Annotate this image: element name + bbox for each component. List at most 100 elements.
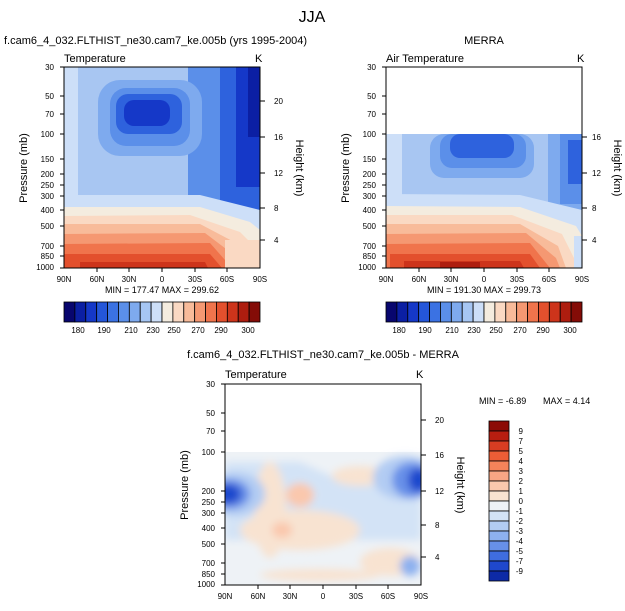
panel-model-x-axis: 90N 60N 30N 0 30S 60S 90S <box>57 275 267 284</box>
colorbar-swatch <box>494 301 507 323</box>
y-tick-label: 100 <box>363 130 377 139</box>
height-tick-label: 12 <box>592 169 601 178</box>
colorbar-label: 2 <box>519 477 524 486</box>
colorbar-swatch <box>172 301 185 323</box>
colorbar-swatch <box>488 430 510 442</box>
colorbar-swatch <box>488 520 510 532</box>
colorbar-label: 3 <box>519 467 524 476</box>
y-tick-label: 850 <box>41 252 55 261</box>
y-tick-label: 500 <box>41 222 55 231</box>
colorbar-swatch <box>488 450 510 462</box>
x-tick-label: 0 <box>482 275 487 284</box>
y-tick-label: 1000 <box>197 580 215 589</box>
x-tick-label: 60N <box>412 275 427 284</box>
x-tick-label: 90S <box>575 275 589 284</box>
y-tick-label: 70 <box>206 427 215 436</box>
colorbar-swatch <box>488 570 510 582</box>
colorbar-swatch <box>488 440 510 452</box>
panel-diff-max: MAX = 4.14 <box>543 396 590 406</box>
colorbar-swatch <box>538 301 550 323</box>
panel-model-variable: Temperature <box>64 53 126 65</box>
colorbar-swatch <box>440 301 452 323</box>
y-tick-label: 200 <box>363 170 377 179</box>
colorbar-label: 290 <box>214 326 228 335</box>
y-tick-label: 250 <box>41 181 55 190</box>
x-tick-label: 60N <box>251 592 266 601</box>
colorbar-swatch <box>570 301 583 323</box>
y-tick-label: 50 <box>206 409 215 418</box>
colorbar-swatch <box>237 301 250 323</box>
x-tick-label: 0 <box>160 275 165 284</box>
panel-model: f.cam6_4_032.FLTHIST_ne30.cam7_ke.005b (… <box>4 35 307 335</box>
y-tick-label: 700 <box>363 242 377 251</box>
panel-merra-units: K <box>577 53 585 65</box>
y-tick-label: 1000 <box>36 263 54 272</box>
colorbar-merra <box>385 301 583 323</box>
panel-model-right-axis: 20 16 12 8 4 <box>274 97 283 245</box>
colorbar-swatch <box>483 301 496 323</box>
y-tick-label: 70 <box>367 110 376 119</box>
colorbar-label: 0 <box>519 497 524 506</box>
colorbar-label: 180 <box>71 326 85 335</box>
y-tick-label: 400 <box>363 206 377 215</box>
height-tick-label: 16 <box>592 133 601 142</box>
colorbar-swatch <box>128 301 141 323</box>
panel-diff-left-axis: 30 50 70 100 200 250 300 400 500 700 850… <box>197 380 215 589</box>
panel-model-ylabel: Pressure (mb) <box>18 133 30 203</box>
colorbar-swatch <box>488 480 510 492</box>
colorbar-merra-labels: 180 190 210 230 250 270 290 300 <box>392 326 577 335</box>
height-tick-label: 12 <box>435 487 444 496</box>
panel-model-units: K <box>255 53 263 65</box>
panel-merra-ylabel-right: Height (km) <box>611 140 623 197</box>
panel-model-left-axis: 30 50 70 100 150 200 250 300 400 500 700… <box>36 63 54 272</box>
colorbar-swatch <box>488 560 510 572</box>
colorbar-swatch <box>150 301 163 323</box>
colorbar-model-labels: 180 190 210 230 250 270 290 300 <box>71 326 255 335</box>
colorbar-label: -4 <box>516 537 524 546</box>
colorbar-swatch <box>74 301 87 323</box>
height-tick-label: 8 <box>435 521 440 530</box>
colorbar-swatch <box>118 301 130 323</box>
height-tick-label: 16 <box>435 451 444 460</box>
y-tick-label: 400 <box>41 206 55 215</box>
colorbar-label: 7 <box>519 437 524 446</box>
x-tick-label: 60S <box>542 275 556 284</box>
height-tick-label: 4 <box>592 236 597 245</box>
panel-difference: f.cam6_4_032.FLTHIST_ne30.cam7_ke.005b -… <box>179 349 590 601</box>
y-tick-label: 100 <box>41 130 55 139</box>
panel-model-ylabel-right: Height (km) <box>293 140 305 197</box>
x-tick-label: 60N <box>90 275 105 284</box>
height-tick-label: 20 <box>274 97 283 106</box>
colorbar-label: -3 <box>516 527 524 536</box>
y-tick-label: 300 <box>41 192 55 201</box>
panel-diff-variable: Temperature <box>225 369 287 381</box>
height-tick-label: 8 <box>592 204 597 213</box>
colorbar-swatch <box>248 301 261 323</box>
colorbar-swatch <box>183 301 196 323</box>
y-tick-label: 250 <box>202 498 216 507</box>
y-tick-label: 300 <box>202 509 216 518</box>
height-tick-label: 16 <box>274 133 283 142</box>
colorbar-swatch <box>472 301 485 323</box>
panel-merra: MERRA Air Temperature K 30 50 <box>340 35 623 335</box>
colorbar-swatch <box>205 301 217 323</box>
colorbar-swatch <box>488 550 510 562</box>
colorbar-swatch <box>450 301 463 323</box>
panel-diff-ylabel-right: Height (km) <box>454 457 466 514</box>
y-tick-label: 200 <box>202 487 216 496</box>
colorbar-label: -5 <box>516 547 524 556</box>
colorbar-swatch <box>559 301 572 323</box>
panel-diff-ylabel: Pressure (mb) <box>179 450 191 520</box>
y-tick-label: 400 <box>202 524 216 533</box>
panel-merra-field <box>386 134 582 268</box>
colorbar-swatch <box>527 301 539 323</box>
x-tick-label: 30N <box>122 275 137 284</box>
colorbar-swatch <box>63 301 76 323</box>
x-tick-label: 60S <box>381 592 395 601</box>
panel-diff-min: MIN = -6.89 <box>479 396 526 406</box>
colorbar-label: 190 <box>418 326 432 335</box>
y-tick-label: 150 <box>41 155 55 164</box>
x-tick-label: 30S <box>510 275 524 284</box>
x-tick-label: 0 <box>321 592 326 601</box>
